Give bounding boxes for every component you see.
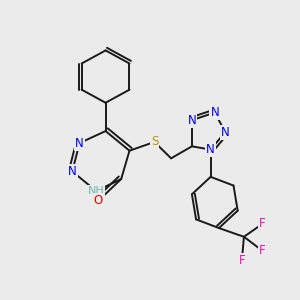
Text: N: N: [68, 165, 77, 178]
Text: NH: NH: [88, 186, 105, 196]
Text: F: F: [259, 217, 266, 230]
Text: F: F: [259, 244, 266, 257]
Text: O: O: [94, 194, 103, 207]
Text: S: S: [151, 136, 158, 148]
Text: N: N: [206, 143, 215, 156]
Text: N: N: [188, 114, 196, 127]
Text: F: F: [238, 254, 245, 267]
Text: N: N: [75, 136, 84, 150]
Text: N: N: [210, 106, 219, 119]
Text: N: N: [221, 126, 230, 139]
